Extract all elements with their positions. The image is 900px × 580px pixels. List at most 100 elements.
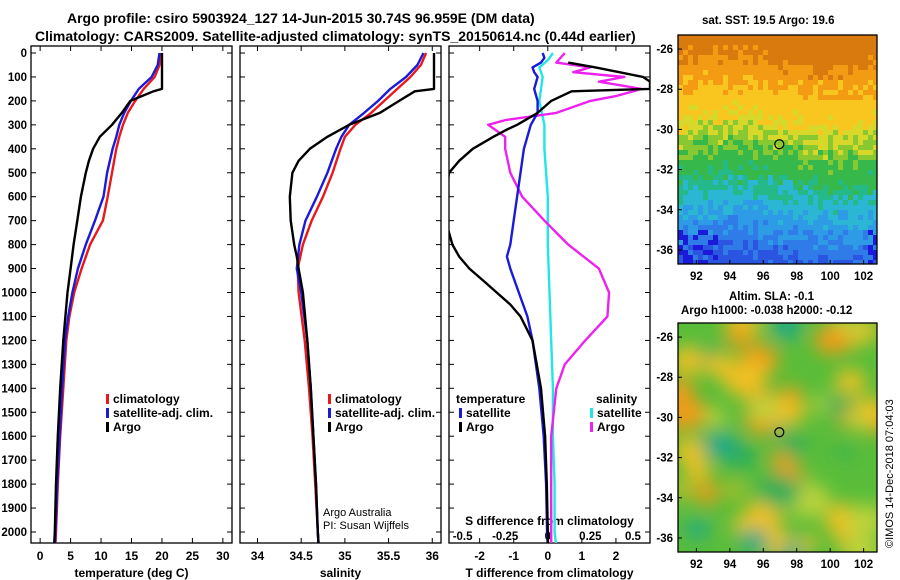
sst-cell [783, 165, 788, 170]
sst-cell [738, 195, 743, 200]
sst-cell [843, 165, 848, 170]
sst-cell [778, 90, 783, 95]
sst-cell [813, 135, 818, 140]
sst-cell [698, 140, 703, 145]
sst-cell [708, 200, 713, 205]
sst-cell [833, 165, 838, 170]
sst-cell [758, 240, 763, 245]
sst-cell [718, 40, 723, 45]
sst-cell [778, 250, 783, 255]
sst-cell [793, 220, 798, 225]
sst-cell [798, 100, 803, 105]
sst-cell [678, 195, 683, 200]
sst-cell [863, 155, 868, 160]
legend-argo-p2: Argo [335, 420, 363, 434]
sst-cell [858, 50, 863, 55]
sst-cell [753, 50, 758, 55]
sst-cell [843, 75, 848, 80]
sst-cell [838, 95, 843, 100]
sst-cell [813, 190, 818, 195]
x-tick-label: 1 [579, 549, 586, 563]
sst-cell [743, 50, 748, 55]
sst-cell [793, 60, 798, 65]
sst-cell [713, 95, 718, 100]
sst-cell [828, 65, 833, 70]
sst-cell [683, 205, 688, 210]
sst-cell [768, 235, 773, 240]
sst-cell [733, 170, 738, 175]
sst-cell [808, 210, 813, 215]
sst-cell [763, 75, 768, 80]
sst-cell [808, 85, 813, 90]
sst-cell [713, 165, 718, 170]
sst-cell [788, 130, 793, 135]
sst-cell [703, 260, 708, 264]
sst-cell [733, 85, 738, 90]
sst-cell [748, 215, 753, 220]
sst-cell [828, 230, 833, 235]
sst-cell [813, 175, 818, 180]
sst-cell [853, 70, 858, 75]
sst-cell [728, 105, 733, 110]
sst-cell [788, 70, 793, 75]
sst-cell [843, 225, 848, 230]
sst-cell [823, 115, 828, 120]
sst-cell [813, 40, 818, 45]
sst-cell [783, 220, 788, 225]
sst-cell [733, 150, 738, 155]
sst-cell [683, 195, 688, 200]
sst-cell [703, 230, 708, 235]
sst-cell [723, 225, 728, 230]
sst-cell [698, 45, 703, 50]
sst-cell [733, 205, 738, 210]
sst-cell [758, 50, 763, 55]
sst-cell [793, 225, 798, 230]
sst-cell [698, 215, 703, 220]
sst-cell [743, 190, 748, 195]
sla-blob [684, 519, 710, 540]
sst-cell [708, 35, 713, 40]
sst-cell [683, 70, 688, 75]
sst-cell [838, 155, 843, 160]
sst-cell [743, 260, 748, 264]
sst-cell [813, 250, 818, 255]
sst-cell [708, 155, 713, 160]
sst-cell [793, 85, 798, 90]
sst-cell [683, 75, 688, 80]
sst-cell [828, 190, 833, 195]
sst-cell [818, 190, 823, 195]
sst-cell [713, 220, 718, 225]
sst-cell [708, 230, 713, 235]
sst-cell [868, 255, 873, 260]
sst-cell [823, 245, 828, 250]
sst-cell [738, 245, 743, 250]
sst-cell [763, 255, 768, 260]
sst-cell [848, 200, 853, 205]
sst-cell [778, 230, 783, 235]
sst-cell [738, 225, 743, 230]
sst-cell [863, 110, 868, 115]
s-tick-label: -0.5 [453, 531, 473, 543]
sst-cell [758, 75, 763, 80]
sla-blob [747, 395, 781, 423]
sla-lat-tick-label: -30 [656, 412, 673, 424]
sst-cell [728, 230, 733, 235]
sst-cell [748, 90, 753, 95]
sst-cell [818, 200, 823, 205]
sst-cell [773, 240, 778, 245]
sst-cell [793, 175, 798, 180]
sst-cell [823, 65, 828, 70]
sst-cell [768, 190, 773, 195]
sst-lat-tick-label: -30 [656, 124, 673, 136]
sst-cell [753, 185, 758, 190]
sst-cell [843, 145, 848, 150]
sst-cell [803, 205, 808, 210]
sst-cell [728, 260, 733, 264]
sst-cell [688, 235, 693, 240]
sst-cell [863, 170, 868, 175]
sst-cell [773, 35, 778, 40]
sst-cell [813, 50, 818, 55]
sst-cell [728, 110, 733, 115]
sst-cell [753, 195, 758, 200]
sst-cell [783, 195, 788, 200]
